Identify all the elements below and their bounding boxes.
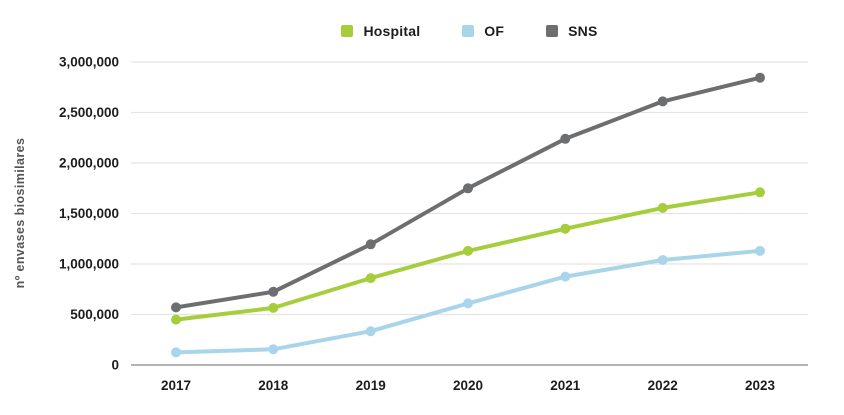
legend-item-hospital[interactable]: Hospital [341,23,420,39]
data-point-of-2021[interactable] [560,271,571,282]
data-point-of-2018[interactable] [268,344,279,355]
data-point-sns-2018[interactable] [268,286,279,297]
data-point-sns-2020[interactable] [463,183,473,194]
data-point-sns-2021[interactable] [560,133,571,144]
legend-swatch-icon [341,25,354,37]
x-tick-label: 2019 [356,378,386,393]
x-tick-label: 2018 [258,378,289,393]
legend-item-of[interactable]: OF [462,23,504,39]
data-point-sns-2017[interactable] [171,302,181,313]
legend-label: Hospital [363,23,421,39]
x-tick-label: 2020 [453,378,483,393]
chart-legend: Hospital OF SNS [131,23,808,39]
y-tick-label: 0 [111,358,119,373]
x-tick-label: 2022 [648,378,678,393]
data-point-sns-2022[interactable] [657,96,668,107]
y-tick-label: 1,000,000 [59,257,119,272]
legend-label: OF [484,23,505,39]
data-point-hospital-2018[interactable] [268,302,279,313]
data-point-hospital-2020[interactable] [463,245,473,256]
data-point-sns-2023[interactable] [755,72,765,83]
y-tick-label: 2,000,000 [59,156,119,171]
data-point-of-2020[interactable] [463,298,473,309]
data-point-sns-2019[interactable] [365,239,376,250]
legend-swatch-icon [462,25,475,37]
y-tick-label: 1,500,000 [59,206,119,221]
y-tick-label: 3,000,000 [59,55,119,70]
data-point-of-2023[interactable] [755,245,765,256]
data-point-hospital-2021[interactable] [560,223,571,234]
legend-label: SNS [568,23,598,39]
data-point-hospital-2022[interactable] [657,202,668,213]
data-point-hospital-2017[interactable] [171,314,181,325]
data-point-hospital-2023[interactable] [755,187,765,198]
data-point-hospital-2019[interactable] [365,273,376,284]
data-point-of-2017[interactable] [171,347,181,358]
x-tick-label: 2017 [161,378,191,393]
legend-swatch-icon [546,25,559,37]
data-point-of-2019[interactable] [365,326,376,337]
data-point-of-2022[interactable] [657,255,668,265]
y-tick-label: 2,500,000 [59,105,119,120]
y-tick-label: 500,000 [70,307,119,322]
legend-item-sns[interactable]: SNS [546,23,597,39]
x-tick-label: 2021 [550,378,581,393]
x-tick-label: 2023 [745,378,776,393]
